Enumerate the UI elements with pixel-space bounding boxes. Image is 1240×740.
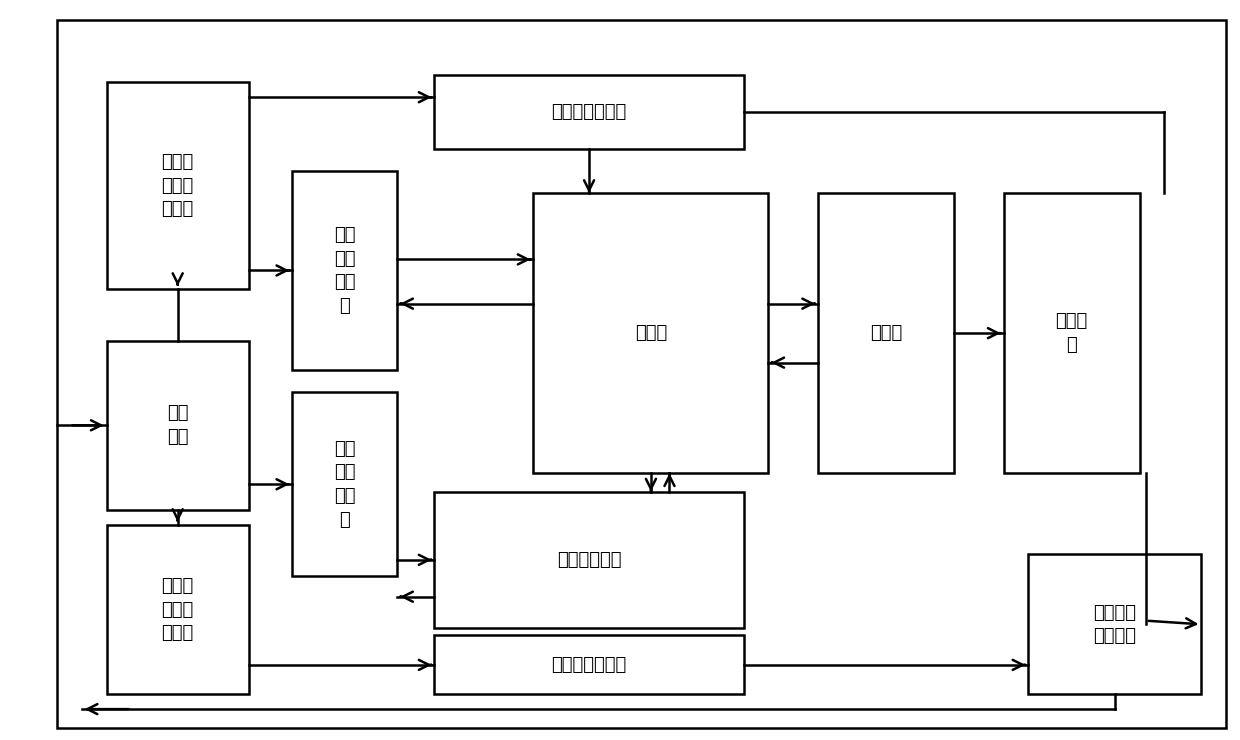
- Bar: [293, 392, 397, 576]
- Text: 中断信号
生成模块: 中断信号 生成模块: [1094, 604, 1136, 645]
- Text: 第一
随机
存储
器: 第一 随机 存储 器: [334, 226, 356, 315]
- Bar: [818, 193, 954, 473]
- Text: 第二
随机
存储
器: 第二 随机 存储 器: [334, 440, 356, 528]
- Bar: [107, 340, 249, 510]
- Text: 控制器: 控制器: [635, 324, 667, 342]
- Bar: [293, 171, 397, 370]
- Bar: [434, 491, 744, 628]
- Bar: [434, 75, 744, 149]
- Text: 第二标
志位生
成模块: 第二标 志位生 成模块: [161, 577, 193, 642]
- Bar: [107, 525, 249, 694]
- Bar: [1028, 554, 1202, 694]
- Text: 检测
模块: 检测 模块: [167, 405, 188, 446]
- Bar: [533, 193, 769, 473]
- Text: 地址生成模块: 地址生成模块: [557, 551, 621, 569]
- Bar: [1003, 193, 1140, 473]
- Text: 输出模
块: 输出模 块: [1055, 312, 1087, 354]
- Bar: [434, 636, 744, 694]
- Text: 累加器: 累加器: [870, 324, 903, 342]
- Bar: [107, 82, 249, 289]
- Text: 第一标
志位生
成模块: 第一标 志位生 成模块: [161, 153, 193, 218]
- Text: 第三随机存储器: 第三随机存储器: [552, 103, 626, 121]
- Text: 第四随机存储器: 第四随机存储器: [552, 656, 626, 674]
